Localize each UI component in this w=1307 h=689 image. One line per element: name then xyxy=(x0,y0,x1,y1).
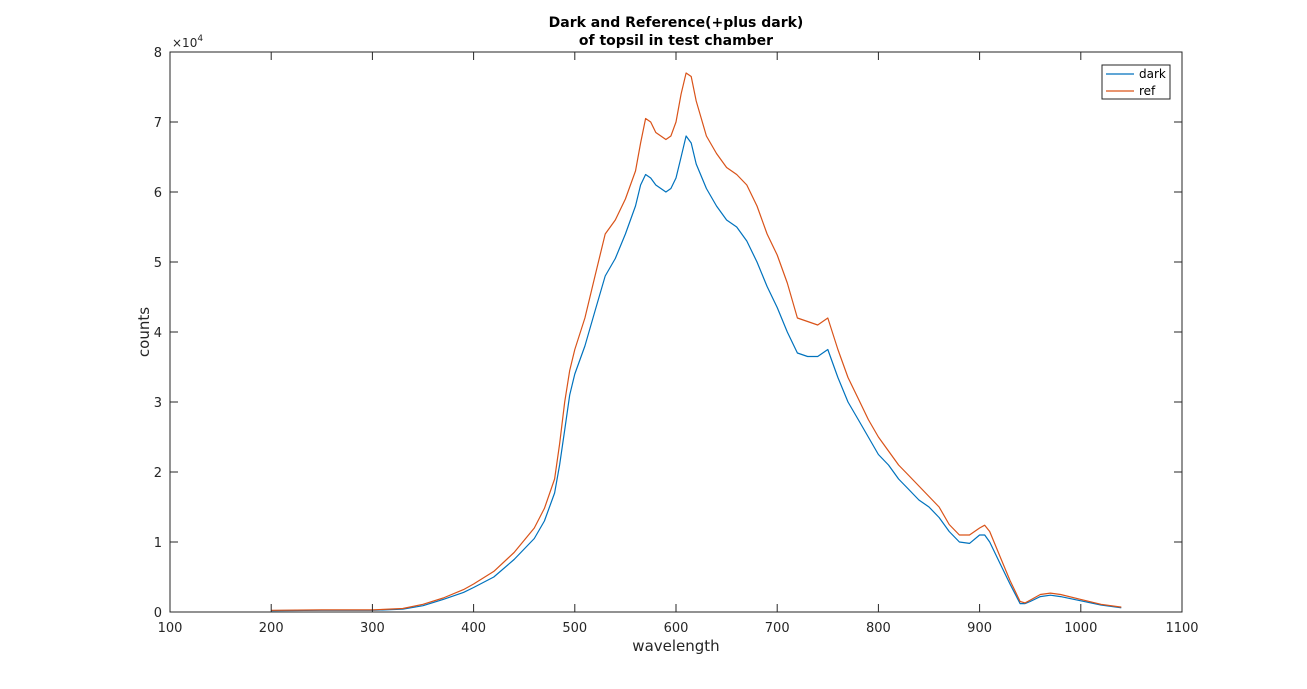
x-tick-label: 1000 xyxy=(1064,621,1097,636)
x-tick-label: 1100 xyxy=(1165,621,1198,636)
x-tick-label: 200 xyxy=(259,621,284,636)
x-tick-label: 800 xyxy=(866,621,891,636)
y-tick-label: 0 xyxy=(154,606,162,621)
chart-title-line-1: Dark and Reference(+plus dark) xyxy=(549,15,804,31)
y-axis-exponent: ×104 xyxy=(172,34,203,50)
legend-ref-label: ref xyxy=(1139,84,1156,98)
y-axis: 0 1 2 3 4 5 6 7 8 xyxy=(154,46,1182,621)
y-tick-label: 2 xyxy=(154,466,162,481)
x-tick-label: 100 xyxy=(158,621,183,636)
y-axis-exponent-power: 4 xyxy=(197,34,203,44)
x-tick-label: 500 xyxy=(562,621,587,636)
x-axis: 100 200 300 400 500 600 700 800 900 1000 1100 xyxy=(158,52,1199,636)
x-tick-label: 900 xyxy=(967,621,992,636)
plot-area xyxy=(170,52,1182,612)
series-line-ref xyxy=(271,72,1122,611)
x-axis-label: wavelength xyxy=(632,637,719,655)
legend-box xyxy=(1101,64,1171,100)
x-tick-label: 700 xyxy=(765,621,790,636)
y-tick-label: 8 xyxy=(154,46,162,61)
y-tick-label: 6 xyxy=(154,186,162,201)
y-tick-label: 7 xyxy=(154,116,162,131)
y-tick-label: 1 xyxy=(154,536,162,551)
x-tick-label: 600 xyxy=(664,621,689,636)
legend-dark-label: dark xyxy=(1139,67,1166,81)
series-line-dark xyxy=(271,135,1122,612)
y-axis-exponent-base: ×10 xyxy=(172,36,197,50)
legend: dark ref xyxy=(1101,64,1171,100)
y-tick-label: 3 xyxy=(154,396,162,411)
x-tick-label: 300 xyxy=(360,621,385,636)
y-tick-label: 5 xyxy=(154,256,162,271)
x-tick-label: 400 xyxy=(461,621,486,636)
y-axis-label: counts xyxy=(135,307,153,357)
chart-title-line-2: of topsil in test chamber xyxy=(579,33,773,49)
y-tick-label: 4 xyxy=(154,326,162,341)
series-layer xyxy=(271,72,1122,612)
